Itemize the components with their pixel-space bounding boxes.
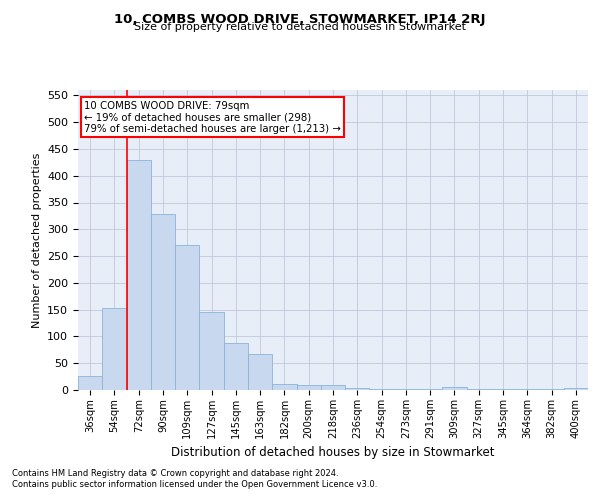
Text: Contains public sector information licensed under the Open Government Licence v3: Contains public sector information licen… bbox=[12, 480, 377, 489]
Bar bbox=[272, 384, 296, 390]
Y-axis label: Number of detached properties: Number of detached properties bbox=[32, 152, 41, 328]
Bar bbox=[418, 389, 442, 390]
Bar bbox=[515, 389, 539, 390]
Bar bbox=[564, 388, 588, 390]
Bar bbox=[224, 343, 248, 390]
Bar bbox=[127, 160, 151, 390]
Text: Size of property relative to detached houses in Stowmarket: Size of property relative to detached ho… bbox=[134, 22, 466, 32]
Bar bbox=[296, 385, 321, 390]
Bar bbox=[78, 376, 102, 390]
Bar bbox=[175, 246, 199, 390]
Bar bbox=[394, 389, 418, 390]
Bar bbox=[467, 389, 491, 390]
Bar bbox=[199, 312, 224, 390]
Text: 10, COMBS WOOD DRIVE, STOWMARKET, IP14 2RJ: 10, COMBS WOOD DRIVE, STOWMARKET, IP14 2… bbox=[114, 12, 486, 26]
Bar bbox=[370, 389, 394, 390]
Bar bbox=[442, 388, 467, 390]
Text: 10 COMBS WOOD DRIVE: 79sqm
← 19% of detached houses are smaller (298)
79% of sem: 10 COMBS WOOD DRIVE: 79sqm ← 19% of deta… bbox=[84, 100, 341, 134]
Bar bbox=[102, 308, 127, 390]
Bar bbox=[345, 388, 370, 390]
Bar bbox=[248, 354, 272, 390]
Bar bbox=[151, 214, 175, 390]
Text: Contains HM Land Registry data © Crown copyright and database right 2024.: Contains HM Land Registry data © Crown c… bbox=[12, 468, 338, 477]
Bar bbox=[321, 384, 345, 390]
X-axis label: Distribution of detached houses by size in Stowmarket: Distribution of detached houses by size … bbox=[171, 446, 495, 460]
Bar bbox=[491, 389, 515, 390]
Bar bbox=[539, 389, 564, 390]
